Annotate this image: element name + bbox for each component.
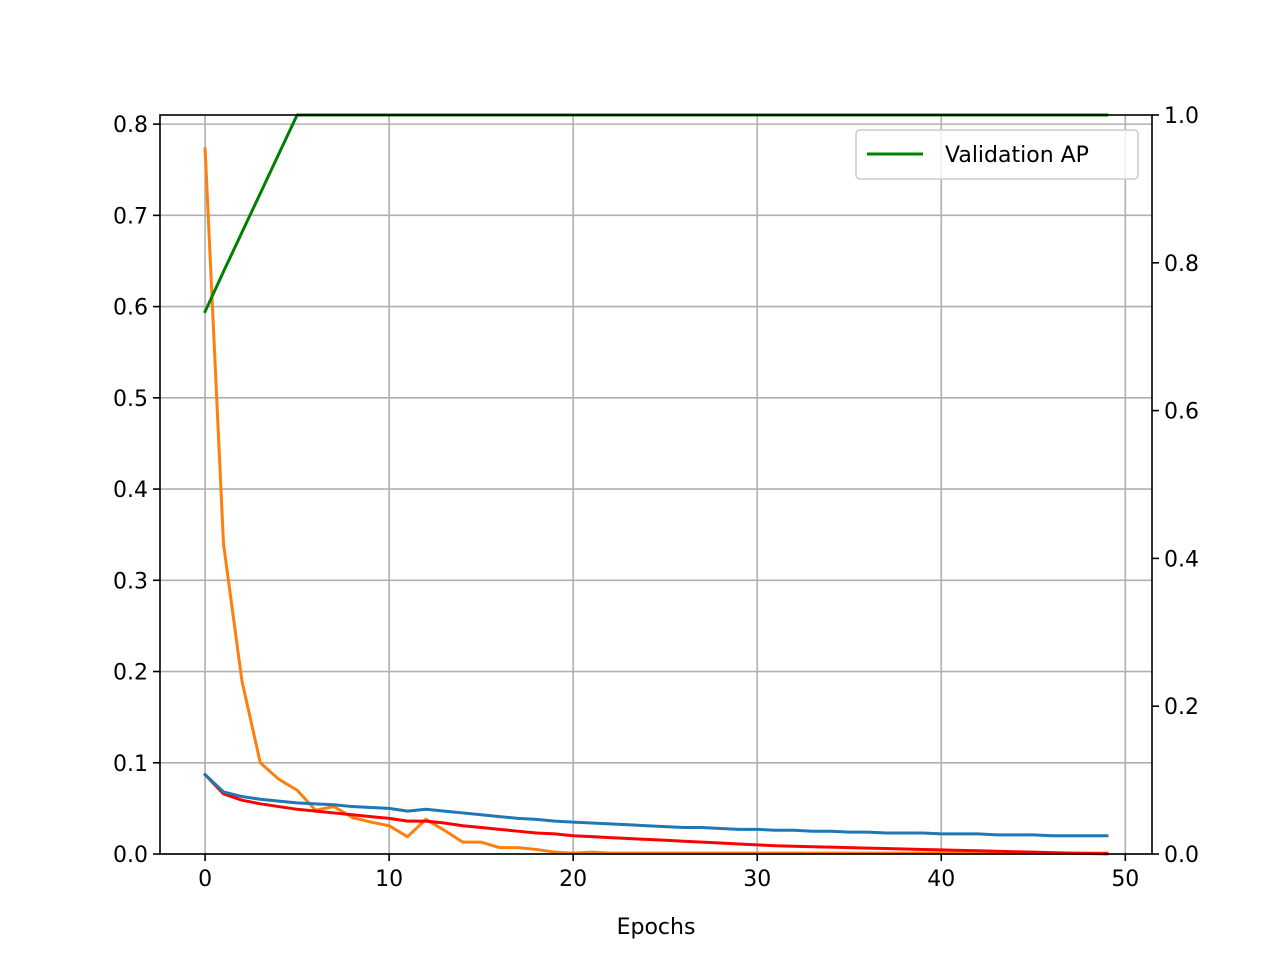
y2-tick-label: 0.2 — [1164, 695, 1199, 720]
x-axis-label: Epochs — [617, 915, 696, 940]
legend-box — [855, 129, 1139, 180]
y-tick-label: 0.1 — [113, 752, 148, 777]
y-tick-label: 0.3 — [113, 569, 148, 594]
y-tick-label: 0.5 — [113, 387, 148, 412]
x-tick-label: 10 — [375, 867, 403, 892]
y-tick-label: 0.0 — [113, 843, 148, 868]
series-layer — [202, 113, 1109, 856]
x-tick-label: 50 — [1111, 867, 1139, 892]
y2-tick-label: 0.6 — [1164, 400, 1199, 425]
y-tick-label: 0.8 — [113, 113, 148, 138]
x-tick-label: 20 — [559, 867, 587, 892]
grid-layer — [160, 115, 1152, 855]
y-tick-label: 0.7 — [113, 204, 148, 229]
y2-tick-label: 0.4 — [1164, 547, 1199, 572]
y-tick-label: 0.2 — [113, 661, 148, 686]
y-tick-label: 0.6 — [113, 296, 148, 321]
legend-label: Validation AP — [945, 143, 1089, 168]
x-tick-label: 30 — [743, 867, 771, 892]
series-line-0 — [203, 147, 1109, 855]
y-tick-label: 0.4 — [113, 478, 148, 503]
plot-frame — [159, 114, 1153, 855]
y2-tick-label: 0.8 — [1164, 252, 1199, 277]
y2-tick-label: 1.0 — [1164, 104, 1199, 129]
x-tick-label: 0 — [198, 867, 212, 892]
ticks-layer: 0 10 20 30 40 50 0.0 0.1 0.2 0.3 0.4 0.5 0.6 0.7 0.8 0.… — [113, 104, 1199, 892]
y2-tick-label: 0.0 — [1164, 843, 1199, 868]
legend: Validation AP — [855, 129, 1139, 180]
series-line-2 — [202, 772, 1109, 838]
series-line-1 — [202, 772, 1109, 856]
x-tick-label: 40 — [927, 867, 955, 892]
